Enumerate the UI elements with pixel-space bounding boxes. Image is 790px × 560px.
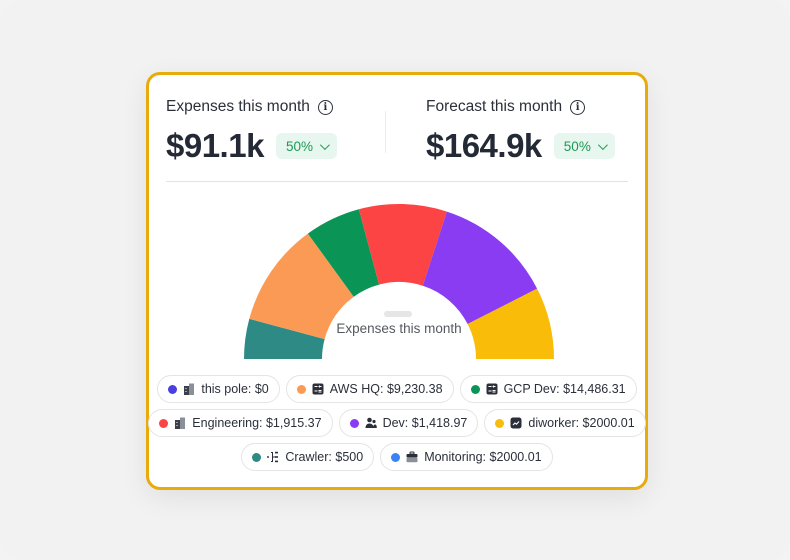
forecast-stat: Forecast this month i $164.9k 50% (426, 97, 615, 165)
legend: this pole: $0 AWS HQ: $9,230.38 GCP Dev:… (148, 375, 646, 477)
chevron-down-icon (319, 139, 330, 150)
gauge-chart (244, 204, 554, 359)
legend-item-crawler[interactable]: Crawler: $500 (241, 443, 375, 471)
forecast-value: $164.9k (426, 127, 542, 164)
color-dot (296, 384, 306, 394)
legend-row: Crawler: $500 Monitoring: $2000.01 (149, 443, 645, 471)
vertical-divider (385, 111, 386, 153)
legend-item-monitoring[interactable]: Monitoring: $2000.01 (380, 443, 553, 471)
gauge-center-label: Expenses this month (336, 321, 462, 336)
expenses-percent-dropdown[interactable]: 50% (275, 133, 337, 159)
expenses-percent: 50% (285, 138, 313, 154)
legend-item-this-pole[interactable]: this pole: $0 (157, 375, 280, 403)
legend-item-aws-hq[interactable]: AWS HQ: $9,230.38 (285, 375, 454, 403)
color-dot (159, 418, 169, 428)
building-icon (174, 417, 186, 429)
expenses-stat: Expenses this month i $91.1k 50% (166, 97, 337, 165)
legend-row: this pole: $0 AWS HQ: $9,230.38 GCP Dev:… (149, 375, 645, 403)
gauge-segment-red[interactable] (358, 204, 447, 286)
forecast-percent-dropdown[interactable]: 50% (553, 133, 615, 159)
calculator-icon (312, 383, 324, 395)
legend-item-dev[interactable]: Dev: $1,418.97 (338, 409, 479, 437)
info-icon[interactable]: i (570, 99, 586, 115)
calculator-icon (486, 383, 498, 395)
gauge-segment-purple[interactable] (422, 211, 538, 325)
gauge-segment-orange[interactable] (249, 233, 354, 340)
gauge-segment-green[interactable] (307, 209, 380, 297)
legend-item-gcp-dev[interactable]: GCP Dev: $14,486.31 (459, 375, 637, 403)
expenses-gauge: Expenses this month (241, 203, 557, 363)
color-dot (349, 418, 359, 428)
legend-row: Engineering: $1,915.37 Dev: $1,418.97 di… (148, 409, 646, 437)
color-dot (252, 452, 262, 462)
color-dot (495, 418, 505, 428)
hierarchy-icon (267, 451, 279, 463)
legend-item-diworker[interactable]: diworker: $2000.01 (484, 409, 646, 437)
color-dot (168, 384, 178, 394)
expenses-value: $91.1k (166, 127, 264, 164)
briefcase-icon (406, 451, 418, 463)
forecast-percent: 50% (563, 138, 591, 154)
color-dot (391, 452, 401, 462)
expenses-card: Expenses this month i $91.1k 50% Forecas… (146, 72, 648, 490)
gauge-segment-yellow[interactable] (467, 288, 554, 359)
building-icon (183, 383, 195, 395)
forecast-label: Forecast this month (426, 98, 563, 115)
expenses-label: Expenses this month (166, 98, 310, 115)
legend-item-engineering[interactable]: Engineering: $1,915.37 (148, 409, 333, 437)
chevron-down-icon (597, 139, 608, 150)
users-icon (365, 417, 377, 429)
info-icon[interactable]: i (317, 99, 333, 115)
color-dot (470, 384, 480, 394)
gauge-placeholder-bar (384, 311, 412, 317)
gauge-segment-teal[interactable] (244, 318, 325, 359)
chart-icon (510, 417, 522, 429)
horizontal-divider (166, 181, 628, 182)
